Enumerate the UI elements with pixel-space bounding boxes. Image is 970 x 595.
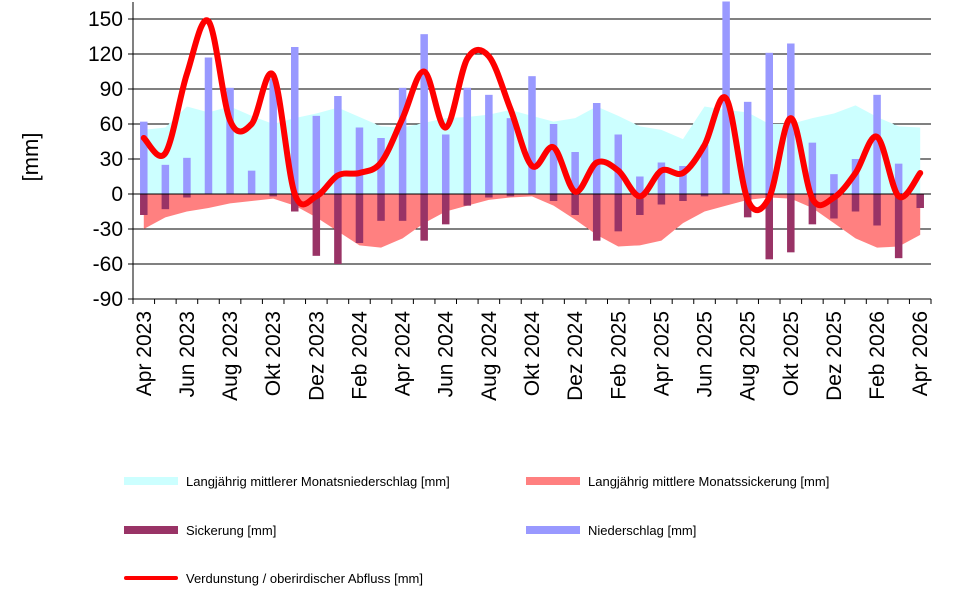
x-tick-labels: Apr 2023 Jun 2023 Aug 2023 Okt 2023 Dez 2023…	[133, 311, 932, 401]
y-tick-labels: 150 120 90 60 30 0 -30 -60 -90	[88, 8, 123, 311]
precipitation-bar	[549, 124, 558, 194]
seepage-bar	[679, 194, 687, 201]
y-tick-label: -30	[93, 218, 123, 241]
x-tick-label: Dez 2024	[564, 311, 587, 401]
precipitation-bar	[700, 145, 709, 194]
seepage-bar	[765, 194, 773, 260]
precipitation-bar	[614, 134, 623, 194]
x-tick-label: Feb 2024	[348, 311, 371, 400]
y-tick-label: -90	[93, 288, 123, 311]
precipitation-bar	[571, 152, 579, 194]
precipitation-bar	[269, 78, 277, 194]
precipitation-bar	[485, 94, 493, 194]
precipitation-bar	[312, 115, 321, 194]
seepage-bar	[549, 194, 558, 201]
x-tick-label: Apr 2023	[133, 311, 156, 396]
seepage-bar	[506, 194, 515, 197]
axes	[128, 2, 932, 304]
precipitation-bar	[247, 170, 256, 194]
y-tick-label: 60	[100, 113, 123, 136]
x-tick-label: Feb 2025	[607, 311, 630, 400]
seepage-bar	[355, 194, 364, 243]
seepage-bar	[441, 194, 450, 225]
precipitation-bar	[636, 176, 644, 194]
x-tick-label: Aug 2023	[219, 311, 242, 401]
x-tick-label: Dez 2023	[305, 311, 328, 401]
seepage-bar	[873, 194, 881, 226]
x-tick-label: Jun 2025	[694, 311, 717, 397]
precipitation-bar	[528, 76, 536, 194]
seepage-bar	[291, 194, 299, 212]
precipitation-bar	[204, 57, 213, 194]
seepage-bar	[657, 194, 666, 205]
precipitation-bar	[183, 157, 191, 194]
x-tick-label: Okt 2025	[780, 311, 803, 396]
seepage-bar	[161, 194, 170, 210]
seepage-bar	[269, 194, 277, 197]
seepage-bar	[916, 194, 924, 208]
seepage-bar	[787, 194, 795, 253]
precipitation-bar	[765, 52, 773, 195]
y-tick-label: 0	[111, 183, 123, 206]
x-tick-label: Jun 2024	[435, 311, 458, 398]
precipitation-bar	[161, 164, 170, 194]
y-axis-label: [mm]	[18, 133, 43, 182]
seepage-bar	[377, 194, 385, 221]
precipitation-bar	[592, 103, 601, 194]
precipitation-bar	[808, 142, 817, 194]
seepage-bar	[614, 194, 623, 232]
precipitation-bar	[398, 87, 407, 194]
area-series	[143, 194, 921, 248]
seepage-bar	[894, 194, 903, 259]
seepage-bar	[485, 194, 493, 198]
seepage-bar	[700, 194, 709, 197]
precipitation-bar	[226, 87, 234, 194]
seepage-bar	[636, 194, 644, 215]
evaporation-runoff-line	[140, 17, 924, 213]
precipitation-bar	[463, 87, 472, 194]
precipitation-bar	[291, 47, 299, 194]
precipitation-bar	[140, 121, 148, 194]
seepage-bar	[334, 194, 342, 264]
precipitation-bar	[334, 96, 342, 194]
x-tick-label: Jun 2023	[176, 311, 199, 397]
y-tick-label: -60	[93, 253, 123, 276]
y-tick-label: 120	[88, 43, 123, 66]
precipitation-bar	[441, 134, 450, 194]
precipitation-bar	[894, 163, 903, 194]
seepage-bar	[312, 194, 321, 256]
precipitation-bar	[420, 34, 428, 194]
x-tick-label: Aug 2025	[737, 311, 760, 401]
x-tick-label: Apr 2025	[650, 311, 673, 396]
seepage-bar	[851, 194, 860, 212]
x-tick-label: Apr 2024	[392, 311, 415, 397]
seepage-bar	[398, 194, 407, 221]
seepage-bar	[808, 194, 817, 225]
x-tick-label: Aug 2024	[478, 311, 501, 401]
line-series	[140, 17, 924, 213]
seepage-bar	[592, 194, 601, 241]
y-tick-label: 90	[100, 78, 123, 101]
precipitation-bar	[873, 94, 881, 194]
precipitation-bar	[506, 118, 515, 194]
precipitation-bar	[679, 166, 687, 194]
seepage-bar	[830, 194, 838, 219]
precipitation-bar	[657, 162, 666, 194]
seepage-bar	[140, 194, 148, 215]
seepage-bar	[463, 194, 472, 206]
seepage-bar	[420, 194, 428, 241]
x-tick-label: Dez 2025	[823, 311, 846, 401]
y-tick-label: 30	[100, 148, 123, 171]
precipitation-bar	[743, 101, 752, 194]
x-tick-label: Okt 2024	[521, 311, 544, 397]
seepage-bar	[183, 194, 191, 198]
precipitation-bar	[355, 127, 364, 194]
x-tick-label: Okt 2023	[262, 311, 285, 396]
x-tick-label: Apr 2026	[909, 311, 932, 396]
seepage-bar	[571, 194, 579, 215]
y-tick-label: 150	[88, 8, 123, 31]
precipitation-bar	[830, 174, 838, 194]
x-tick-label: Feb 2026	[866, 311, 889, 400]
